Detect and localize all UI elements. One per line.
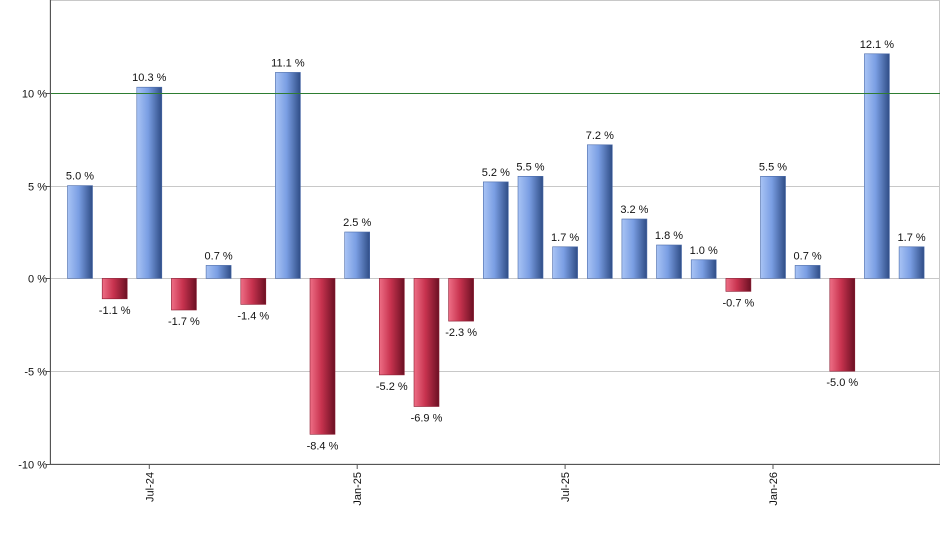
bar xyxy=(240,278,267,305)
data-label: -0.7 % xyxy=(723,297,755,309)
x-tick-label: Jan-25 xyxy=(352,472,364,506)
data-label: -5.2 % xyxy=(376,381,408,393)
value-labels: 5.0 % -1.1 % 10.3 % -1.7 % 0.7 % -1.4 % 11.1 %… xyxy=(66,39,926,452)
bar xyxy=(725,278,752,292)
bar xyxy=(656,244,682,279)
x-tick-label: Jul-25 xyxy=(560,472,572,502)
bar xyxy=(309,278,336,435)
y-tick-label: 10 % xyxy=(22,89,47,101)
data-label: 1.7 % xyxy=(551,232,579,244)
y-tick-label: -10 % xyxy=(18,460,47,472)
data-label: 2.5 % xyxy=(343,217,371,229)
data-label: 11.1 % xyxy=(271,57,305,69)
bar xyxy=(344,231,371,279)
data-label: 1.8 % xyxy=(655,230,683,242)
bar xyxy=(690,259,717,279)
x-tick-label: Jul-24 xyxy=(144,472,156,502)
bar xyxy=(829,278,856,372)
data-label: 0.7 % xyxy=(794,250,822,262)
bar xyxy=(864,53,890,279)
y-tick-label: -5 % xyxy=(24,367,47,379)
bar xyxy=(760,176,786,279)
bar xyxy=(205,265,232,279)
data-label: 5.5 % xyxy=(516,161,544,173)
bar xyxy=(621,218,648,279)
data-label: -8.4 % xyxy=(307,440,339,452)
bar xyxy=(378,278,405,376)
y-tick-label: 0 % xyxy=(28,274,47,286)
bar xyxy=(794,265,821,279)
bar xyxy=(171,278,197,311)
data-label: -1.7 % xyxy=(168,316,200,328)
bar xyxy=(136,86,163,279)
x-tick-label: Jan-26 xyxy=(768,472,780,506)
y-tick-label: 5 % xyxy=(28,182,47,194)
data-label: 3.2 % xyxy=(620,204,648,216)
data-label: 5.0 % xyxy=(66,171,94,183)
data-label: -2.3 % xyxy=(445,327,477,339)
bars xyxy=(67,53,925,435)
data-label: -6.9 % xyxy=(411,413,443,425)
data-label: 1.7 % xyxy=(898,232,926,244)
axes: -10 % -5 % 0 % 5 % 10 % Jul-24 Jan-25 Jul-25 Jan… xyxy=(18,0,940,506)
bar xyxy=(517,176,544,279)
data-label: -5.0 % xyxy=(826,377,858,389)
data-label: 7.2 % xyxy=(586,130,614,142)
bar xyxy=(482,181,509,279)
data-label: 1.0 % xyxy=(690,245,718,257)
data-label: -1.1 % xyxy=(99,305,131,317)
data-label: 5.5 % xyxy=(759,161,787,173)
data-label: -1.4 % xyxy=(237,310,269,322)
data-label: 12.1 % xyxy=(860,39,894,51)
data-label: 10.3 % xyxy=(132,72,166,84)
bar xyxy=(448,278,474,322)
data-label: 5.2 % xyxy=(482,167,510,179)
bar xyxy=(101,278,128,300)
bar xyxy=(552,246,578,279)
bar xyxy=(275,72,301,279)
bar xyxy=(898,246,925,279)
bar xyxy=(413,278,440,407)
data-label: 0.7 % xyxy=(205,250,233,262)
bar xyxy=(67,185,93,279)
bar xyxy=(586,144,613,279)
